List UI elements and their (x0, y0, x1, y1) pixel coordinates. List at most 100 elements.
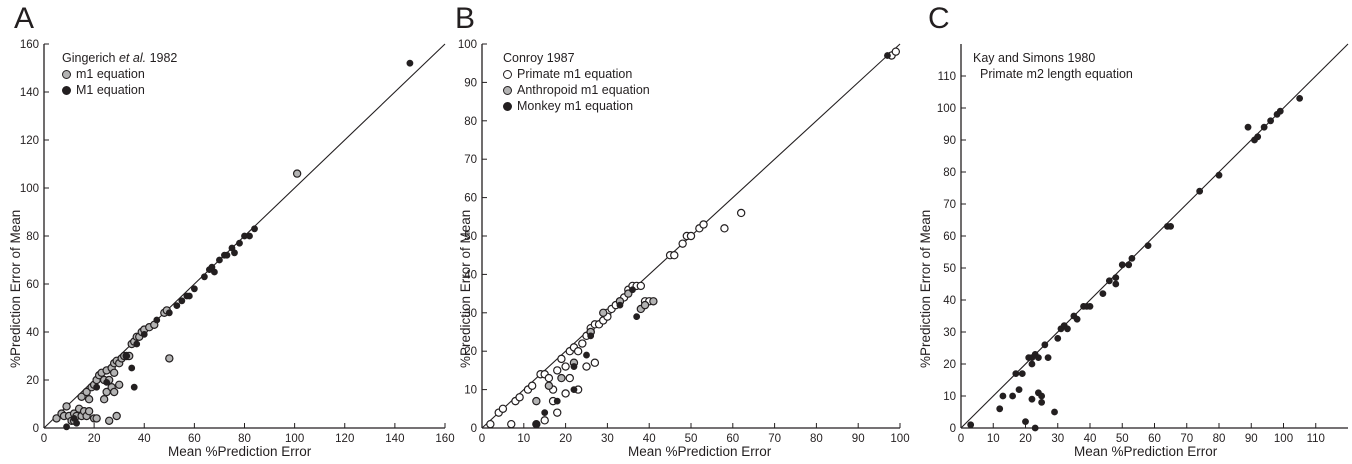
data-point (1144, 242, 1152, 249)
data-point (553, 408, 562, 417)
y-tick-label: 120 (20, 135, 39, 147)
y-tick-label: 60 (464, 193, 477, 205)
data-point (1012, 370, 1020, 377)
panel-letter: C (928, 2, 950, 35)
data-point (133, 340, 141, 348)
data-point (1034, 354, 1042, 361)
legend-item-monkey: Monkey m1 equation (503, 98, 650, 114)
x-tick-label: 10 (987, 433, 1000, 445)
data-point (165, 354, 174, 363)
x-tick-label: 60 (1148, 433, 1161, 445)
data-point (891, 47, 901, 56)
data-point (1112, 280, 1120, 288)
data-point (178, 297, 186, 305)
legend-title: Gingerich et al. 1982 (62, 51, 178, 65)
data-point (670, 250, 679, 260)
data-point (1009, 392, 1016, 400)
y-tick-label: 10 (943, 391, 956, 403)
black-circle-marker-icon (62, 85, 71, 95)
y-tick-label: 100 (937, 103, 956, 115)
data-point (540, 416, 549, 425)
y-tick-label: 0 (950, 423, 956, 435)
y-tick-label: 90 (464, 77, 477, 89)
data-point (185, 292, 193, 300)
x-tick-label: 20 (559, 433, 572, 445)
y-tick-label: 90 (943, 135, 956, 147)
data-point (1254, 133, 1262, 141)
legend-subtitle: Primate m2 length equation (980, 67, 1133, 81)
data-point (590, 358, 600, 367)
legend-title: Kay and Simons 1980 (973, 51, 1096, 65)
data-point (1125, 261, 1133, 269)
y-tick-label: 30 (943, 327, 956, 339)
data-point (699, 220, 708, 229)
x-tick-label: 30 (601, 433, 614, 445)
panel-c: C 0 10 20 30 40 50 60 70 80 90 100 110 0 10 20 30 40 50 60… (910, 0, 1352, 464)
x-axis-label: Mean %Prediction Error (628, 444, 772, 459)
y-tick-label: 80 (26, 231, 39, 243)
x-tick-label: 60 (188, 433, 201, 445)
x-tick-label: 120 (335, 433, 354, 445)
data-point (967, 421, 975, 429)
data-point (1015, 386, 1023, 393)
x-tick-label: 80 (1213, 433, 1226, 445)
data-point (1028, 395, 1036, 403)
x-tick-label: 0 (41, 433, 47, 445)
data-point (82, 387, 91, 397)
y-tick-label: 0 (471, 423, 477, 435)
y-tick-label: 20 (943, 359, 956, 371)
data-point (93, 383, 101, 391)
y-tick-label: 100 (458, 39, 477, 51)
series-1 (532, 289, 658, 406)
data-point (173, 302, 181, 309)
data-point (1022, 418, 1029, 425)
data-point (996, 405, 1004, 413)
x-tick-label: 90 (1245, 433, 1258, 445)
data-point (223, 251, 231, 259)
data-point (1031, 424, 1039, 432)
data-point (587, 332, 595, 340)
x-tick-label: 20 (88, 433, 101, 445)
x-tick-label: 20 (1019, 433, 1032, 445)
x-tick-label: 70 (768, 433, 781, 445)
data-point (498, 404, 508, 413)
data-point (104, 416, 114, 425)
x-tick-label: 30 (1051, 433, 1064, 445)
scatter-plot-c: 0 10 20 30 40 50 60 70 80 90 100 110 0 10 20 30 40 50 60 70… (937, 43, 1349, 445)
x-tick-label: 80 (810, 433, 823, 445)
grey-circle-marker-icon (62, 69, 71, 79)
data-point (84, 395, 94, 404)
data-point (544, 373, 554, 383)
data-point (123, 352, 131, 360)
y-tick-label: 20 (26, 375, 39, 387)
data-point (599, 308, 608, 317)
x-tick-label: 10 (517, 433, 530, 445)
data-point (1018, 370, 1026, 377)
scatter-plot-b: 0 10 20 30 40 50 60 70 80 90 100 0 10 20 30 40 50 60 70 80 9… (458, 39, 910, 445)
legend-item-anthropoid: Anthropoid m1 equation (503, 82, 650, 98)
data-point (532, 420, 540, 428)
data-point (640, 300, 650, 310)
y-tick-label: 60 (26, 279, 39, 291)
data-point (561, 362, 570, 371)
series-0 (967, 95, 1304, 432)
data-point (406, 59, 414, 67)
data-point (103, 378, 111, 386)
x-tick-label: 50 (1116, 433, 1129, 445)
data-point (1038, 398, 1046, 406)
data-point (236, 239, 243, 247)
data-point (190, 285, 198, 293)
identity-line (960, 43, 1349, 429)
data-point (1276, 107, 1284, 115)
data-point (109, 387, 119, 397)
data-point (583, 351, 590, 359)
y-tick-label: 80 (464, 116, 477, 128)
data-point (532, 396, 541, 406)
data-point (114, 380, 124, 389)
x-tick-label: 80 (238, 433, 251, 445)
series-0 (52, 169, 302, 425)
data-point (1215, 171, 1223, 179)
grey-circle-marker-icon (503, 85, 512, 95)
data-point (84, 407, 94, 416)
x-tick-label: 160 (435, 433, 454, 445)
